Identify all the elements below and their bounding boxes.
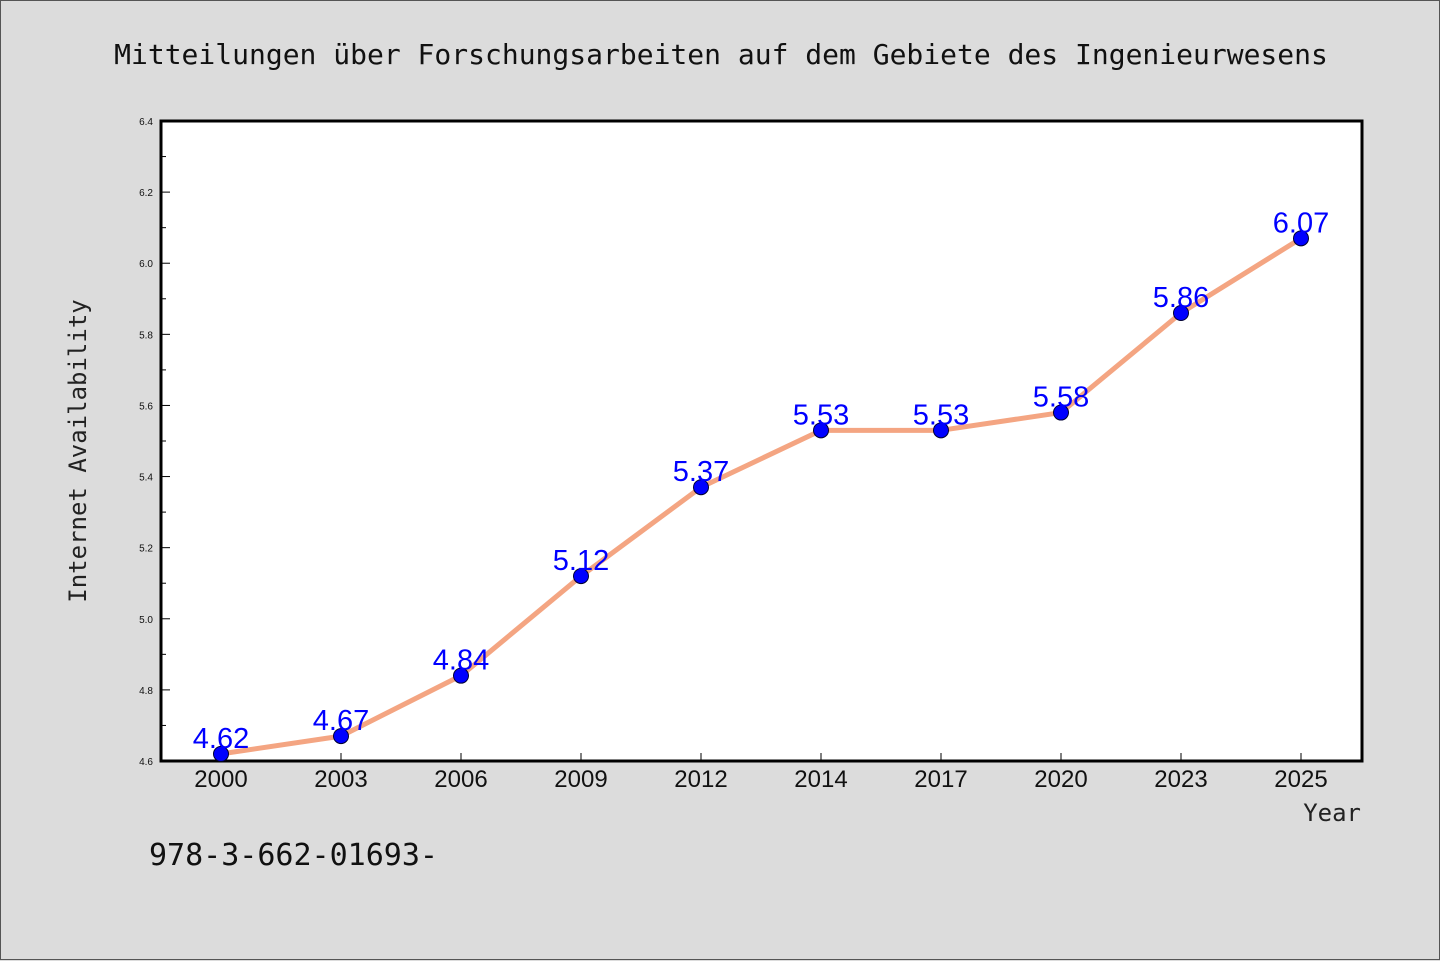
y-tick-label: 5.2 bbox=[139, 544, 153, 555]
data-label: 5.86 bbox=[1153, 282, 1209, 314]
data-point-marker bbox=[933, 422, 949, 439]
x-tick-label: 2017 bbox=[914, 766, 967, 793]
data-point-marker bbox=[1173, 305, 1189, 321]
y-tick-label: 5.6 bbox=[139, 401, 153, 412]
y-tick-label: 6.2 bbox=[139, 188, 153, 199]
x-tick-label: 2006 bbox=[434, 766, 487, 793]
series-line bbox=[218, 235, 1304, 757]
data-label: 4.67 bbox=[313, 705, 369, 737]
x-axis-label: Year bbox=[1303, 799, 1361, 827]
data-point-marker bbox=[333, 728, 349, 745]
data-point-marker bbox=[813, 422, 829, 439]
data-label: 4.62 bbox=[193, 723, 249, 755]
data-point-marker bbox=[453, 667, 469, 684]
y-axis-label: Internet Availability bbox=[64, 299, 92, 602]
y-tick-label: 5.0 bbox=[139, 615, 153, 626]
y-tick-label: 6.4 bbox=[139, 117, 153, 128]
data-label: 4.84 bbox=[433, 645, 489, 677]
x-tick-label: 2000 bbox=[194, 766, 247, 793]
data-point-marker bbox=[1053, 404, 1069, 421]
data-label: 6.07 bbox=[1273, 207, 1329, 239]
y-tick-label: 4.8 bbox=[139, 686, 153, 697]
data-point-marker bbox=[573, 568, 589, 585]
data-label: 5.53 bbox=[913, 399, 969, 431]
series-line-group bbox=[213, 230, 1309, 762]
data-point-marker bbox=[693, 479, 709, 496]
x-tick-label: 2023 bbox=[1154, 766, 1207, 793]
x-tick-label: 2014 bbox=[794, 766, 847, 793]
data-point-marker bbox=[213, 745, 229, 762]
isbn-footer: 978-3-662-01693- bbox=[149, 838, 438, 873]
x-tick-label: 2025 bbox=[1274, 766, 1327, 793]
data-labels-group: 4.62 4.67 4.84 5.12 5.37 5.53 5.53 5.58 5.86 6.07 bbox=[193, 207, 1329, 755]
x-tick-label: 2009 bbox=[554, 766, 607, 793]
data-label: 5.12 bbox=[553, 545, 609, 577]
y-axis-ticks: 4.6 4.8 5.0 5.2 5.4 5.6 5.8 6.0 6.2 6.4 bbox=[139, 117, 170, 768]
chart-title: Mitteilungen über Forschungsarbeiten auf… bbox=[114, 38, 1328, 71]
y-tick-label: 5.4 bbox=[139, 473, 153, 484]
data-point-marker bbox=[1293, 230, 1309, 247]
data-label: 5.58 bbox=[1033, 382, 1089, 414]
y-tick-label: 5.8 bbox=[139, 330, 153, 341]
data-label: 5.53 bbox=[793, 399, 849, 431]
plot-area bbox=[159, 119, 1364, 763]
x-tick-label: 2012 bbox=[674, 766, 727, 793]
x-tick-label: 2003 bbox=[314, 766, 367, 793]
y-tick-label: 4.6 bbox=[139, 757, 153, 768]
y-tick-label: 6.0 bbox=[139, 259, 153, 270]
data-label: 5.37 bbox=[673, 456, 729, 488]
x-tick-label: 2020 bbox=[1034, 766, 1087, 793]
